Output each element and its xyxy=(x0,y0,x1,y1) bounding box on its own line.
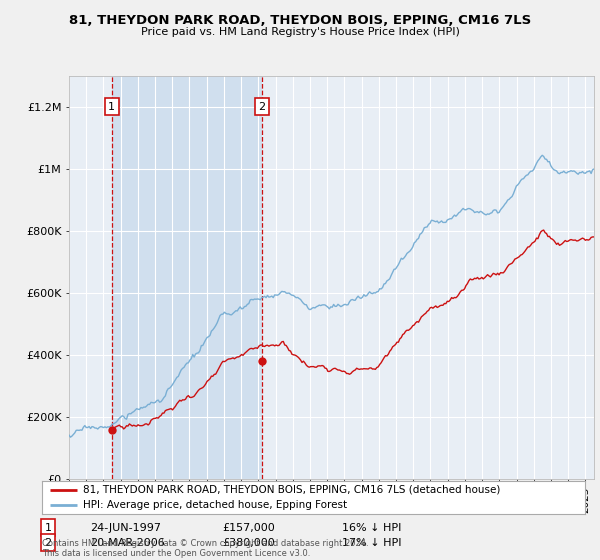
Text: 24-JUN-1997: 24-JUN-1997 xyxy=(90,522,161,533)
Text: Price paid vs. HM Land Registry's House Price Index (HPI): Price paid vs. HM Land Registry's House … xyxy=(140,27,460,37)
Text: £157,000: £157,000 xyxy=(222,522,275,533)
Text: 17% ↓ HPI: 17% ↓ HPI xyxy=(342,538,401,548)
Text: 20-MAR-2006: 20-MAR-2006 xyxy=(90,538,165,548)
Bar xyxy=(112,76,262,479)
Text: HPI: Average price, detached house, Epping Forest: HPI: Average price, detached house, Eppi… xyxy=(83,500,347,510)
Text: 81, THEYDON PARK ROAD, THEYDON BOIS, EPPING, CM16 7LS: 81, THEYDON PARK ROAD, THEYDON BOIS, EPP… xyxy=(69,14,531,27)
Text: 1: 1 xyxy=(44,522,52,533)
Text: Contains HM Land Registry data © Crown copyright and database right 2024.
This d: Contains HM Land Registry data © Crown c… xyxy=(42,539,368,558)
Text: 2: 2 xyxy=(44,538,52,548)
Text: £380,000: £380,000 xyxy=(222,538,275,548)
Text: 1: 1 xyxy=(108,101,115,111)
Text: 81, THEYDON PARK ROAD, THEYDON BOIS, EPPING, CM16 7LS (detached house): 81, THEYDON PARK ROAD, THEYDON BOIS, EPP… xyxy=(83,485,500,495)
Text: 2: 2 xyxy=(259,101,266,111)
Text: 16% ↓ HPI: 16% ↓ HPI xyxy=(342,522,401,533)
